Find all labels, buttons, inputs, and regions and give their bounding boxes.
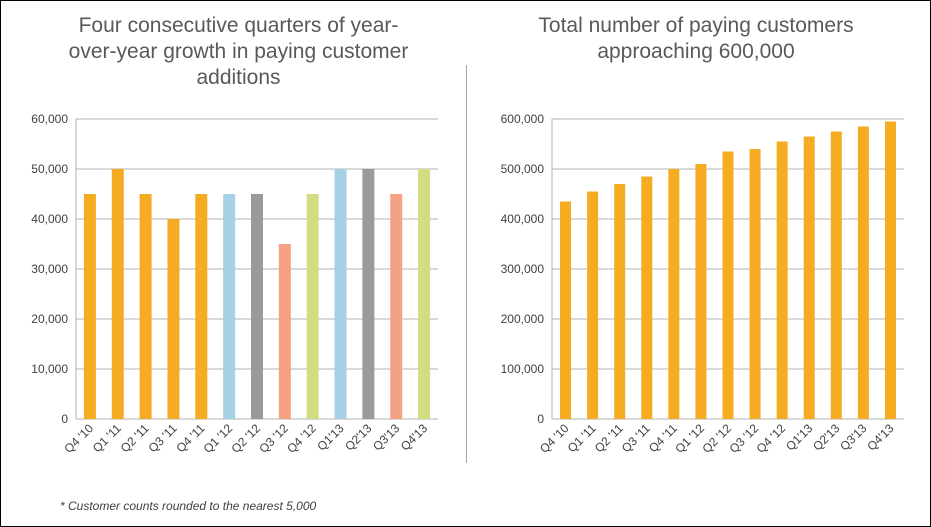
x-tick-label: Q4 '10 (537, 421, 572, 456)
bar (749, 149, 761, 419)
bar (334, 169, 347, 419)
bar (641, 176, 653, 419)
y-tick-label: 50,000 (31, 162, 68, 176)
bar (251, 194, 263, 419)
bar (362, 169, 375, 419)
y-tick-label: 10,000 (31, 362, 68, 376)
bar (695, 164, 707, 419)
bar (390, 194, 403, 419)
bar (278, 244, 291, 419)
chart-title-right-line-2: approaching 600,000 (597, 40, 795, 63)
bar (668, 169, 680, 419)
bar (195, 194, 208, 419)
x-tick-label: Q2'13 (810, 421, 843, 454)
y-tick-label: 40,000 (31, 212, 68, 226)
y-tick-label: 30,000 (31, 262, 68, 276)
bar (111, 169, 124, 419)
bar (587, 191, 599, 419)
bar (167, 219, 180, 419)
x-tick-label: Q3'13 (837, 421, 870, 454)
x-tick-label: Q3 '11 (619, 421, 653, 455)
x-tick-label: Q4 '11 (646, 421, 680, 455)
bar (776, 141, 788, 419)
chart-title-left-line-1: Four consecutive quarters of year- (78, 14, 399, 37)
bar (560, 201, 572, 419)
footnote: * Customer counts rounded to the nearest… (60, 499, 317, 513)
bar (614, 184, 626, 419)
y-tick-label: 20,000 (31, 312, 68, 326)
bar (418, 169, 431, 419)
bar (857, 126, 869, 419)
bar (223, 194, 236, 419)
y-tick-label: 0 (61, 412, 68, 426)
y-tick-label: 100,000 (501, 362, 545, 376)
bar (830, 131, 842, 419)
x-tick-label: Q2 '11 (592, 421, 626, 455)
y-tick-label: 600,000 (501, 112, 545, 126)
chart-title-left: Four consecutive quarters of year- over-… (41, 13, 436, 91)
x-tick-label: Q1'13 (783, 421, 816, 454)
bar (803, 136, 815, 419)
bar (722, 151, 734, 419)
chart-title-right: Total number of paying customers approac… (481, 13, 911, 65)
y-tick-label: 0 (537, 412, 544, 426)
chart-title-right-line-1: Total number of paying customers (538, 14, 854, 37)
chart-title-left-line-2: over-year growth in paying customer (68, 40, 409, 63)
y-tick-label: 300,000 (501, 262, 545, 276)
y-tick-label: 200,000 (501, 312, 545, 326)
y-tick-label: 60,000 (31, 112, 68, 126)
y-tick-label: 400,000 (501, 212, 545, 226)
x-tick-label: Q2 '12 (699, 421, 734, 456)
bar (83, 194, 96, 419)
x-tick-label: Q3 '12 (727, 421, 762, 456)
bar (139, 194, 152, 419)
bar (306, 194, 319, 419)
x-tick-label: Q4'13 (864, 421, 897, 454)
x-tick-label: Q4 '12 (754, 421, 789, 456)
panel-divider (466, 65, 467, 463)
y-tick-label: 500,000 (501, 162, 545, 176)
bar (884, 121, 896, 419)
x-tick-label: Q1 '12 (672, 421, 707, 456)
chart-title-left-line-3: additions (196, 66, 281, 89)
x-tick-label: Q1 '11 (565, 421, 599, 455)
